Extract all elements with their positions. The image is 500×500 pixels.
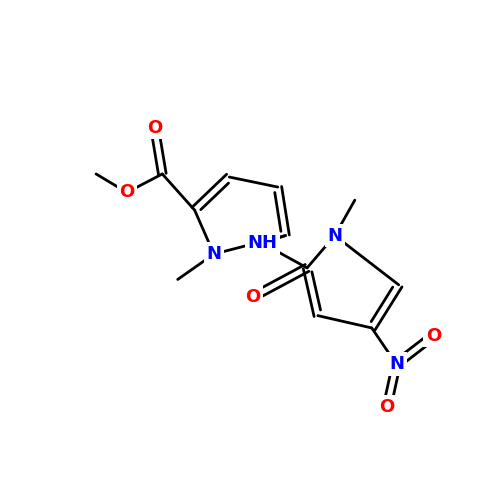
Text: N: N (328, 226, 342, 244)
Text: O: O (380, 398, 395, 415)
Text: N: N (389, 355, 404, 373)
Text: O: O (245, 288, 260, 306)
Text: O: O (426, 326, 441, 344)
Text: NH: NH (248, 234, 278, 252)
Text: N: N (206, 245, 222, 263)
Text: O: O (120, 184, 134, 202)
Text: O: O (147, 119, 162, 137)
